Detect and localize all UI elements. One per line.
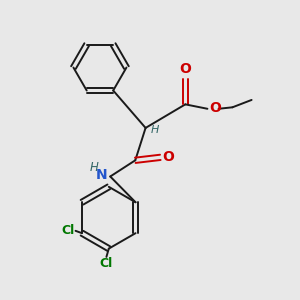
- Text: N: N: [96, 168, 107, 182]
- Text: O: O: [209, 101, 221, 116]
- Text: Cl: Cl: [99, 257, 112, 271]
- Text: Cl: Cl: [61, 224, 75, 237]
- Text: O: O: [163, 150, 175, 164]
- Text: H: H: [90, 160, 98, 174]
- Text: O: O: [179, 62, 191, 76]
- Text: H: H: [151, 125, 159, 135]
